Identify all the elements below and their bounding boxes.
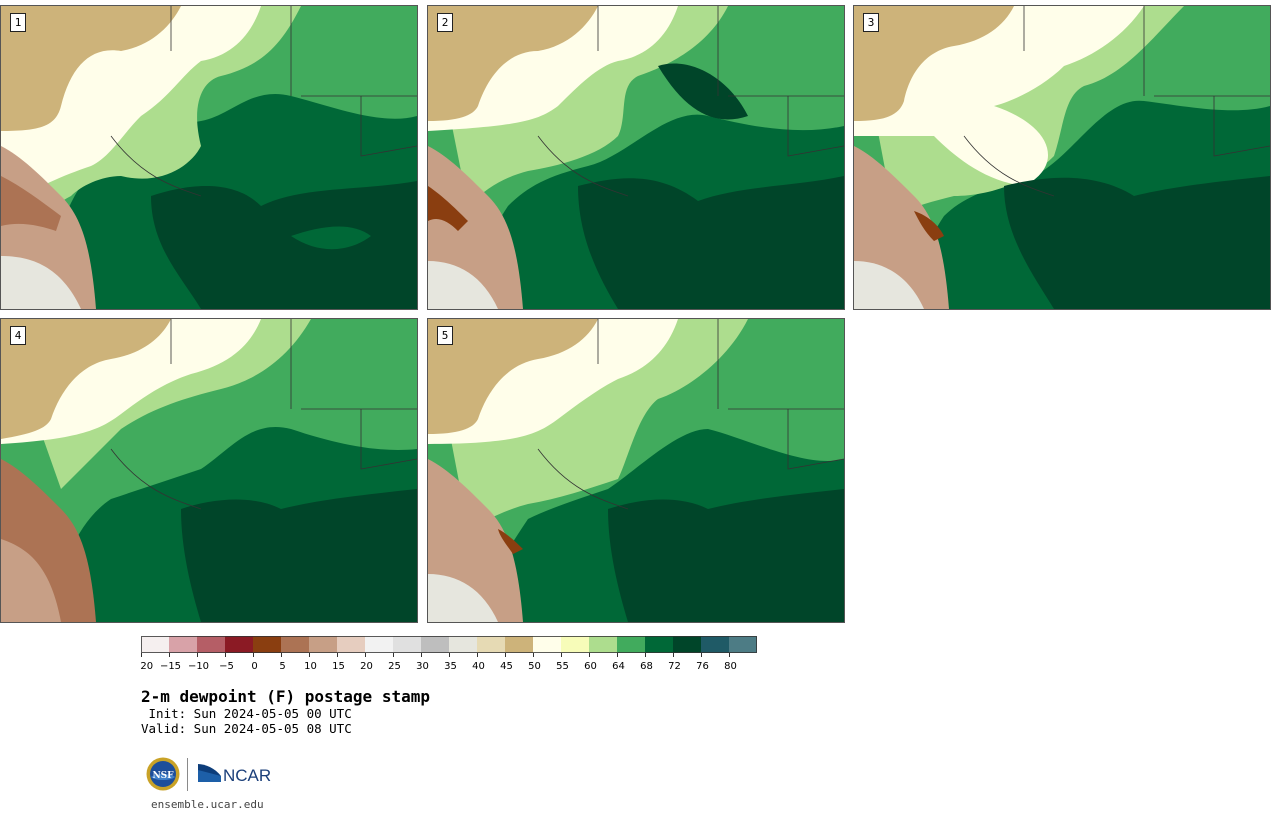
dewpoint-map-3 [854, 6, 1270, 309]
colorbar-tick-label: −15 [160, 661, 181, 672]
map-panel-4: 4 [0, 318, 418, 623]
map-panel-3: 3 [853, 5, 1271, 310]
colorbar-swatch [225, 636, 253, 653]
colorbar-swatch [449, 636, 477, 653]
map-panel-5: 5 [427, 318, 845, 623]
colorbar-tick-label: 80 [724, 661, 737, 672]
colorbar: −20 −15 −10 −5 0 5 10 15 20 25 30 35 40 45 50 55 60 64 68 7… [141, 636, 757, 672]
colorbar-tick-label: 55 [556, 661, 569, 672]
colorbar-swatch [141, 636, 169, 653]
colorbar-swatch [253, 636, 281, 653]
colorbar-swatch [645, 636, 673, 653]
colorbar-tick-label: 45 [500, 661, 513, 672]
colorbar-swatch [729, 636, 757, 653]
panel-label: 5 [437, 326, 453, 345]
colorbar-tick-label: 20 [360, 661, 373, 672]
colorbar-tick-label: 50 [528, 661, 541, 672]
colorbar-swatch [197, 636, 225, 653]
colorbar-tick-label: −5 [219, 661, 234, 672]
nsf-logo: NSF [146, 757, 180, 791]
colorbar-swatch [701, 636, 729, 653]
panel-label: 2 [437, 13, 453, 32]
dewpoint-map-4 [1, 319, 417, 622]
colorbar-tick-label: 68 [640, 661, 653, 672]
colorbar-tick-label: 76 [696, 661, 709, 672]
colorbar-swatch [589, 636, 617, 653]
colorbar-swatch [309, 636, 337, 653]
colorbar-swatch [561, 636, 589, 653]
panel-label: 4 [10, 326, 26, 345]
colorbar-swatch [393, 636, 421, 653]
colorbar-frame [141, 636, 757, 653]
map-panel-1: 1 [0, 5, 418, 310]
colorbar-swatch [505, 636, 533, 653]
dewpoint-map-5 [428, 319, 844, 622]
dewpoint-map-2 [428, 6, 844, 309]
colorbar-swatch [533, 636, 561, 653]
map-panel-2: 2 [427, 5, 845, 310]
ncar-logo-text: NCAR [223, 766, 271, 785]
colorbar-swatch [673, 636, 701, 653]
colorbar-swatch [617, 636, 645, 653]
colorbar-swatch [365, 636, 393, 653]
colorbar-tick-label: 60 [584, 661, 597, 672]
colorbar-tick-label: 0 [251, 661, 257, 672]
colorbar-tick-label: 35 [444, 661, 457, 672]
panel-label: 1 [10, 13, 26, 32]
colorbar-tick-label: −10 [188, 661, 209, 672]
colorbar-tick-label: 5 [279, 661, 285, 672]
colorbar-swatch [281, 636, 309, 653]
colorbar-tick-label: 25 [388, 661, 401, 672]
colorbar-tick-label: 72 [668, 661, 681, 672]
colorbar-swatch [169, 636, 197, 653]
colorbar-tick-label: −20 [141, 661, 153, 672]
colorbar-swatch [421, 636, 449, 653]
logo-divider [187, 758, 188, 791]
valid-time: Valid: Sun 2024-05-05 08 UTC [141, 721, 352, 736]
colorbar-swatch [477, 636, 505, 653]
colorbar-tick-label: 40 [472, 661, 485, 672]
site-url[interactable]: ensemble.ucar.edu [151, 798, 264, 811]
panel-label: 3 [863, 13, 879, 32]
colorbar-tick-label: 10 [304, 661, 317, 672]
colorbar-swatch [337, 636, 365, 653]
nsf-logo-text: NSF [152, 771, 174, 781]
colorbar-tick-label: 15 [332, 661, 345, 672]
dewpoint-map-1 [1, 6, 417, 309]
colorbar-tick-label: 30 [416, 661, 429, 672]
init-time: Init: Sun 2024-05-05 00 UTC [141, 706, 352, 721]
colorbar-tick-label: 64 [612, 661, 625, 672]
chart-title: 2-m dewpoint (F) postage stamp [141, 687, 430, 706]
ncar-logo: NCAR [198, 764, 271, 785]
